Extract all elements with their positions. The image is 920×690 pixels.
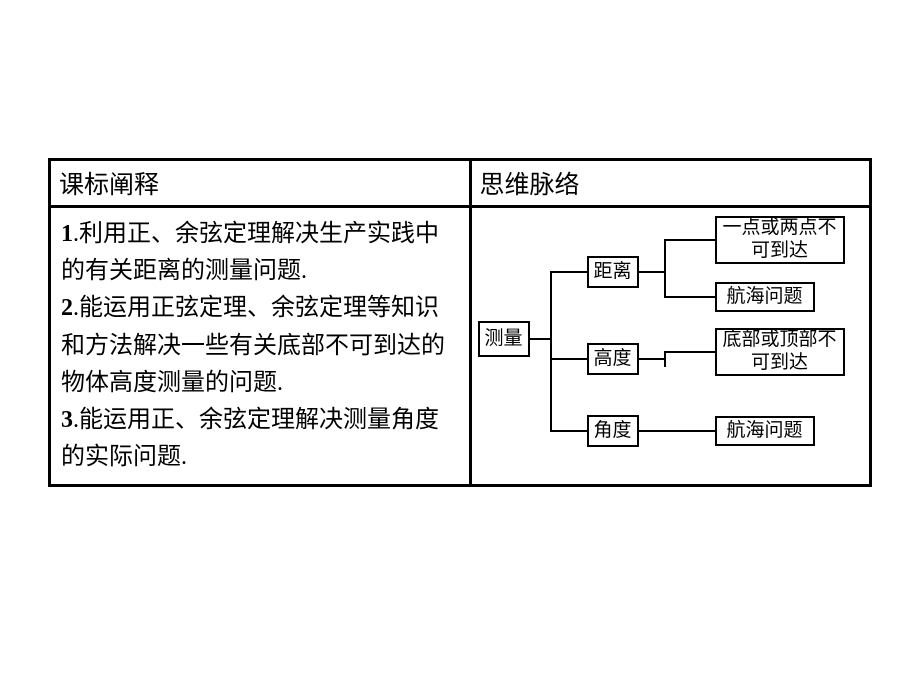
connector	[550, 358, 587, 360]
node-leaf1: 一点或两点不可到达	[715, 216, 845, 264]
connector	[639, 358, 664, 360]
node-leaf4: 航海问题	[715, 416, 815, 446]
connector	[550, 271, 587, 273]
header-left: 课标阐释	[50, 160, 471, 207]
header-row: 课标阐释 思维脉络	[50, 160, 871, 207]
header-right: 思维脉络	[470, 160, 871, 207]
connector	[639, 430, 715, 432]
connector	[664, 239, 666, 298]
node-height: 高度	[587, 343, 639, 375]
connector	[530, 338, 550, 340]
node-leaf3: 底部或顶部不可到达	[715, 328, 845, 376]
objective-3: 3.能运用正、余弦定理解决测量角度的实际问题.	[61, 402, 459, 476]
main-table: 课标阐释 思维脉络 1.利用正、余弦定理解决生产实践中的有关距离的测量问题. 2…	[48, 158, 872, 487]
tree-diagram: 测量 距离 高度 角度 一点或两点不可到达 航海问题 底部或顶部不可到达 航海问…	[472, 208, 870, 470]
node-distance: 距离	[587, 256, 639, 288]
objective-2-text: .能运用正弦定理、余弦定理等知识和方法解决一些有关底部不可到达的物体高度测量的问…	[61, 295, 445, 395]
node-root: 测量	[478, 321, 530, 357]
content-row: 1.利用正、余弦定理解决生产实践中的有关距离的测量问题. 2.能运用正弦定理、余…	[50, 207, 871, 486]
objective-1-text: .利用正、余弦定理解决生产实践中的有关距离的测量问题.	[61, 221, 439, 284]
connector	[664, 239, 715, 241]
objectives-cell: 1.利用正、余弦定理解决生产实践中的有关距离的测量问题. 2.能运用正弦定理、余…	[50, 207, 471, 486]
objective-1: 1.利用正、余弦定理解决生产实践中的有关距离的测量问题.	[61, 216, 459, 290]
node-angle: 角度	[587, 415, 639, 447]
objective-2-num: 2	[61, 295, 73, 321]
node-leaf2: 航海问题	[715, 282, 815, 312]
connector	[664, 296, 715, 298]
objective-3-num: 3	[61, 407, 73, 433]
connector	[639, 271, 664, 273]
connector	[550, 430, 587, 432]
connector	[664, 351, 666, 367]
objective-3-text: .能运用正、余弦定理解决测量角度的实际问题.	[61, 407, 439, 470]
objective-1-num: 1	[61, 221, 73, 247]
connector	[550, 271, 552, 432]
objective-2: 2.能运用正弦定理、余弦定理等知识和方法解决一些有关底部不可到达的物体高度测量的…	[61, 290, 459, 402]
diagram-cell: 测量 距离 高度 角度 一点或两点不可到达 航海问题 底部或顶部不可到达 航海问…	[470, 207, 871, 486]
connector	[664, 351, 715, 353]
